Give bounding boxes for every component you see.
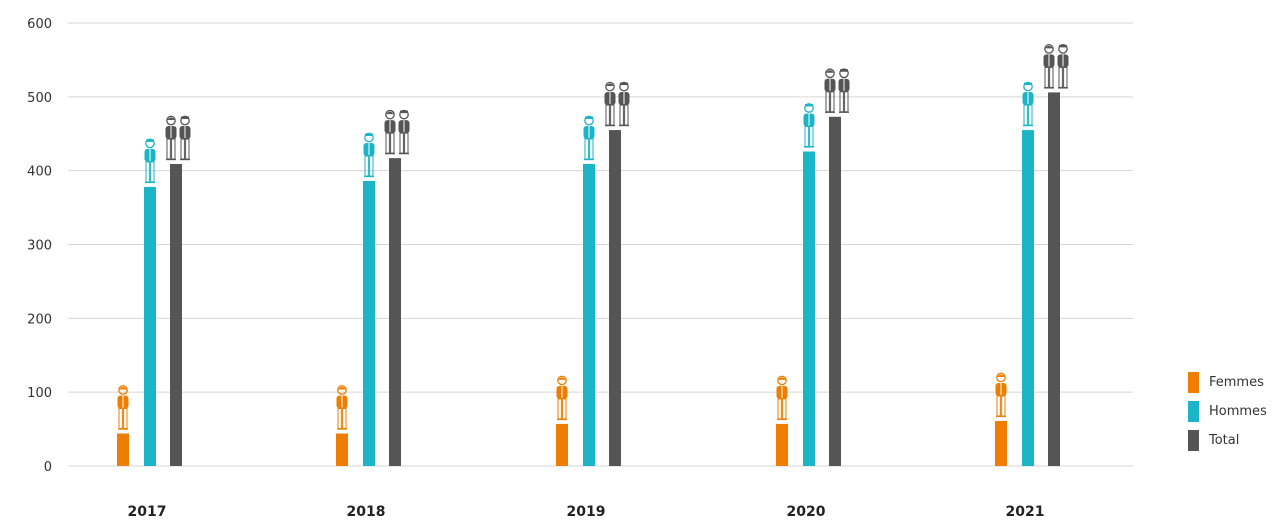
bar-total-2021 [1048, 92, 1060, 467]
bar-total-2018 [389, 158, 401, 467]
man-icon [144, 138, 156, 184]
couple-icon [384, 109, 410, 155]
y-tick-label: 0 [44, 460, 52, 475]
x-axis: 2017 2018 2019 2020 2021 [128, 504, 1045, 520]
legend-item-hommes: Hommes [1188, 397, 1267, 426]
x-tick-label: 2018 [347, 504, 386, 520]
y-tick-label: 200 [27, 312, 52, 327]
y-tick-label: 300 [27, 239, 52, 254]
man-icon [363, 132, 375, 178]
x-tick-label: 2017 [128, 504, 167, 520]
legend-swatch-hommes [1188, 401, 1199, 422]
woman-icon [995, 372, 1007, 418]
bar-femmes-2019 [556, 423, 568, 466]
people-icons [117, 44, 1069, 430]
bar-hommes-2020 [803, 151, 815, 466]
man-icon [618, 81, 630, 127]
man-icon [1022, 81, 1034, 127]
bar-hommes-2019 [583, 164, 595, 466]
couple-icon [824, 68, 850, 113]
man-icon [583, 115, 595, 161]
y-tick-label: 600 [27, 17, 52, 32]
bar-femmes-2020 [776, 423, 788, 466]
y-axis: 0 100 200 300 400 500 600 [27, 17, 52, 475]
woman-icon [336, 385, 348, 430]
bar-hommes-2017 [144, 186, 156, 466]
couple-icon [604, 81, 630, 127]
couple-icon [165, 115, 191, 161]
legend-swatch-femmes [1188, 372, 1199, 393]
legend-swatch-total [1188, 430, 1199, 451]
legend-item-femmes: Femmes [1188, 368, 1267, 397]
bar-femmes-2018 [336, 433, 348, 466]
couple-icon [1043, 44, 1069, 89]
y-tick-label: 100 [27, 386, 52, 401]
legend-label-femmes: Femmes [1209, 375, 1264, 390]
woman-icon [604, 81, 616, 127]
man-icon [1057, 44, 1069, 89]
legend: Femmes Hommes Total [1188, 368, 1267, 455]
man-icon [803, 103, 815, 148]
legend-label-total: Total [1209, 433, 1240, 448]
bar-femmes-2017 [117, 433, 129, 466]
gridlines [68, 22, 1133, 467]
x-tick-label: 2021 [1006, 504, 1045, 520]
y-tick-label: 500 [27, 91, 52, 106]
legend-item-total: Total [1188, 426, 1267, 455]
woman-icon [556, 375, 568, 421]
woman-icon [117, 385, 129, 430]
man-icon [838, 68, 850, 113]
bar-total-2019 [609, 130, 621, 466]
bar-total-2017 [170, 164, 182, 466]
bar-hommes-2018 [363, 181, 375, 466]
bar-femmes-2021 [995, 420, 1007, 466]
woman-icon [776, 375, 788, 421]
woman-icon [824, 68, 836, 113]
bars [117, 92, 1060, 467]
man-icon [179, 115, 191, 161]
bar-total-2020 [829, 116, 841, 466]
bar-hommes-2021 [1022, 130, 1034, 466]
woman-icon [1043, 44, 1055, 89]
man-icon [398, 109, 410, 155]
x-tick-label: 2019 [567, 504, 606, 520]
woman-icon [384, 109, 396, 155]
woman-icon [165, 115, 177, 161]
y-tick-label: 400 [27, 165, 52, 180]
x-tick-label: 2020 [787, 504, 826, 520]
legend-label-hommes: Hommes [1209, 404, 1267, 419]
